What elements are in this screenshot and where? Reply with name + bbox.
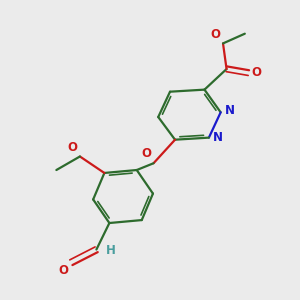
Text: O: O <box>58 264 68 277</box>
Text: H: H <box>106 244 116 257</box>
Text: O: O <box>210 28 220 41</box>
Text: O: O <box>252 66 262 80</box>
Text: N: N <box>213 131 223 144</box>
Text: N: N <box>225 104 235 117</box>
Text: O: O <box>141 147 151 160</box>
Text: O: O <box>67 141 77 154</box>
